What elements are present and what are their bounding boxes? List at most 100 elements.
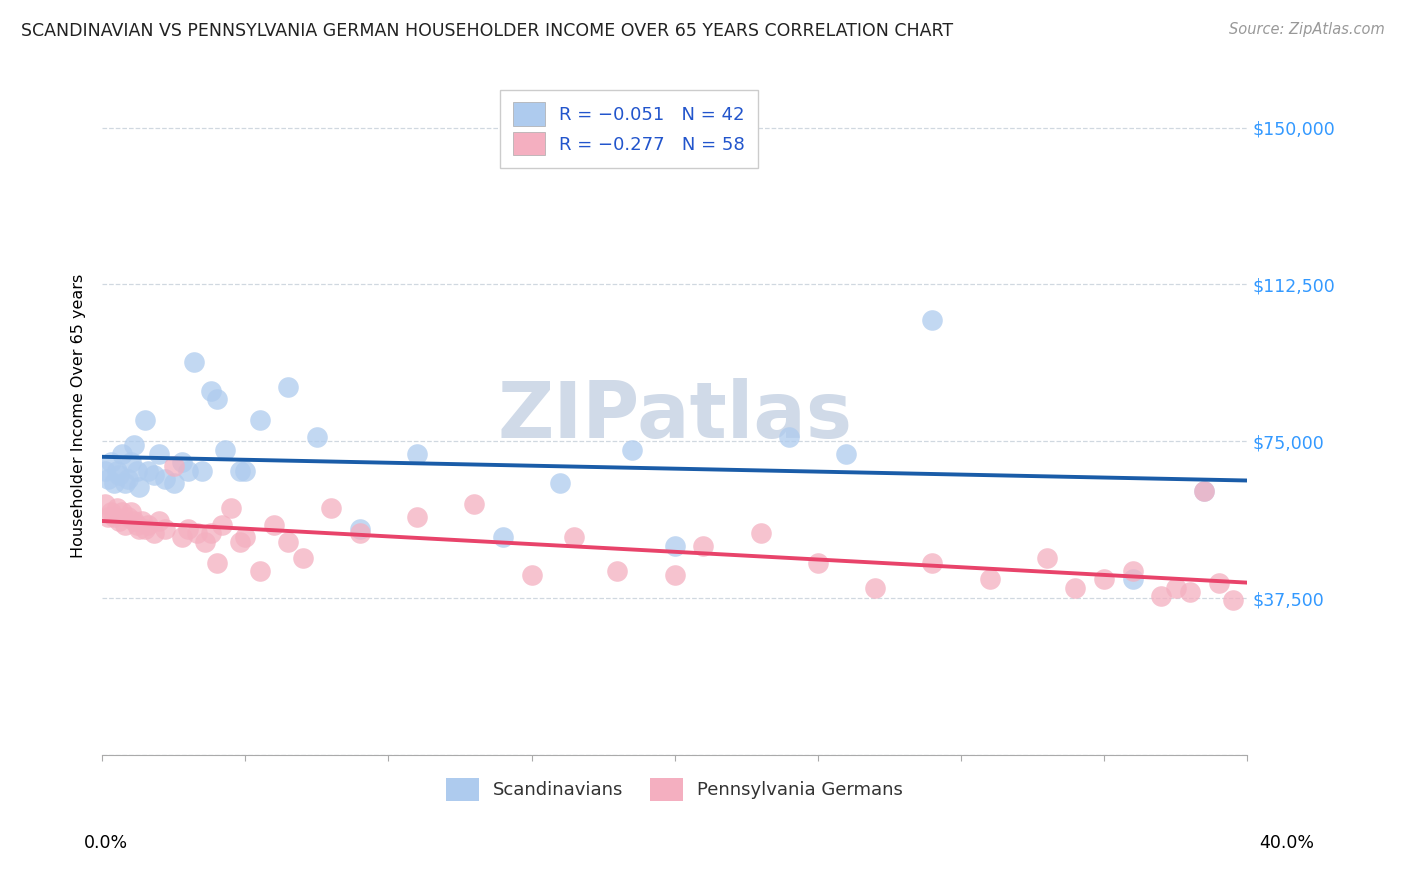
- Point: [1092, 572, 1115, 586]
- Point: [100, 505, 122, 519]
- Point: [172, 455, 194, 469]
- Point: [120, 455, 142, 469]
- Point: [125, 517, 148, 532]
- Point: [277, 534, 299, 549]
- Point: [263, 517, 285, 532]
- Point: [1122, 572, 1144, 586]
- Point: [100, 455, 122, 469]
- Point: [863, 581, 886, 595]
- Point: [172, 531, 194, 545]
- Point: [1150, 589, 1173, 603]
- Point: [228, 534, 250, 549]
- Point: [122, 514, 145, 528]
- Point: [1208, 576, 1230, 591]
- Text: 0.0%: 0.0%: [83, 834, 128, 852]
- Point: [305, 430, 328, 444]
- Point: [105, 464, 128, 478]
- Point: [406, 509, 429, 524]
- Point: [136, 464, 159, 478]
- Point: [205, 556, 228, 570]
- Point: [108, 514, 131, 528]
- Text: SCANDINAVIAN VS PENNSYLVANIA GERMAN HOUSEHOLDER INCOME OVER 65 YEARS CORRELATION: SCANDINAVIAN VS PENNSYLVANIA GERMAN HOUS…: [21, 22, 953, 40]
- Point: [620, 442, 643, 457]
- Point: [1036, 551, 1059, 566]
- Text: Source: ZipAtlas.com: Source: ZipAtlas.com: [1229, 22, 1385, 37]
- Point: [277, 380, 299, 394]
- Point: [349, 526, 371, 541]
- Point: [177, 522, 200, 536]
- Legend: Scandinavians, Pennsylvania Germans: Scandinavians, Pennsylvania Germans: [433, 765, 915, 814]
- Point: [1192, 484, 1215, 499]
- Point: [692, 539, 714, 553]
- Point: [191, 464, 214, 478]
- Point: [1222, 593, 1244, 607]
- Point: [233, 531, 256, 545]
- Point: [492, 531, 515, 545]
- Point: [148, 447, 170, 461]
- Point: [921, 313, 943, 327]
- Point: [163, 476, 186, 491]
- Point: [564, 531, 586, 545]
- Point: [219, 501, 242, 516]
- Point: [117, 472, 139, 486]
- Point: [97, 509, 120, 524]
- Point: [114, 517, 136, 532]
- Point: [153, 472, 176, 486]
- Text: 40.0%: 40.0%: [1258, 834, 1315, 852]
- Point: [1178, 584, 1201, 599]
- Point: [291, 551, 314, 566]
- Point: [128, 480, 150, 494]
- Point: [108, 467, 131, 482]
- Point: [349, 522, 371, 536]
- Point: [321, 501, 343, 516]
- Point: [114, 476, 136, 491]
- Point: [214, 442, 236, 457]
- Point: [249, 413, 271, 427]
- Point: [136, 517, 159, 532]
- Point: [142, 467, 165, 482]
- Point: [979, 572, 1001, 586]
- Point: [211, 517, 233, 532]
- Point: [125, 464, 148, 478]
- Point: [103, 509, 125, 524]
- Point: [131, 514, 153, 528]
- Point: [606, 564, 628, 578]
- Point: [664, 539, 686, 553]
- Point: [105, 501, 128, 516]
- Point: [134, 522, 156, 536]
- Point: [1122, 564, 1144, 578]
- Point: [111, 505, 134, 519]
- Point: [749, 526, 772, 541]
- Point: [142, 526, 165, 541]
- Point: [117, 509, 139, 524]
- Point: [664, 568, 686, 582]
- Point: [186, 526, 208, 541]
- Point: [249, 564, 271, 578]
- Point: [406, 447, 429, 461]
- Point: [103, 476, 125, 491]
- Point: [778, 430, 800, 444]
- Point: [120, 505, 142, 519]
- Point: [520, 568, 543, 582]
- Point: [148, 514, 170, 528]
- Point: [194, 534, 217, 549]
- Point: [134, 413, 156, 427]
- Y-axis label: Householder Income Over 65 years: Householder Income Over 65 years: [72, 274, 86, 558]
- Point: [153, 522, 176, 536]
- Point: [111, 447, 134, 461]
- Point: [94, 464, 117, 478]
- Point: [463, 497, 485, 511]
- Point: [183, 355, 205, 369]
- Point: [1192, 484, 1215, 499]
- Point: [233, 464, 256, 478]
- Point: [94, 497, 117, 511]
- Point: [1064, 581, 1087, 595]
- Point: [122, 438, 145, 452]
- Point: [228, 464, 250, 478]
- Point: [177, 464, 200, 478]
- Point: [835, 447, 858, 461]
- Point: [128, 522, 150, 536]
- Point: [200, 384, 222, 398]
- Point: [807, 556, 830, 570]
- Text: ZIPatlas: ZIPatlas: [498, 378, 852, 454]
